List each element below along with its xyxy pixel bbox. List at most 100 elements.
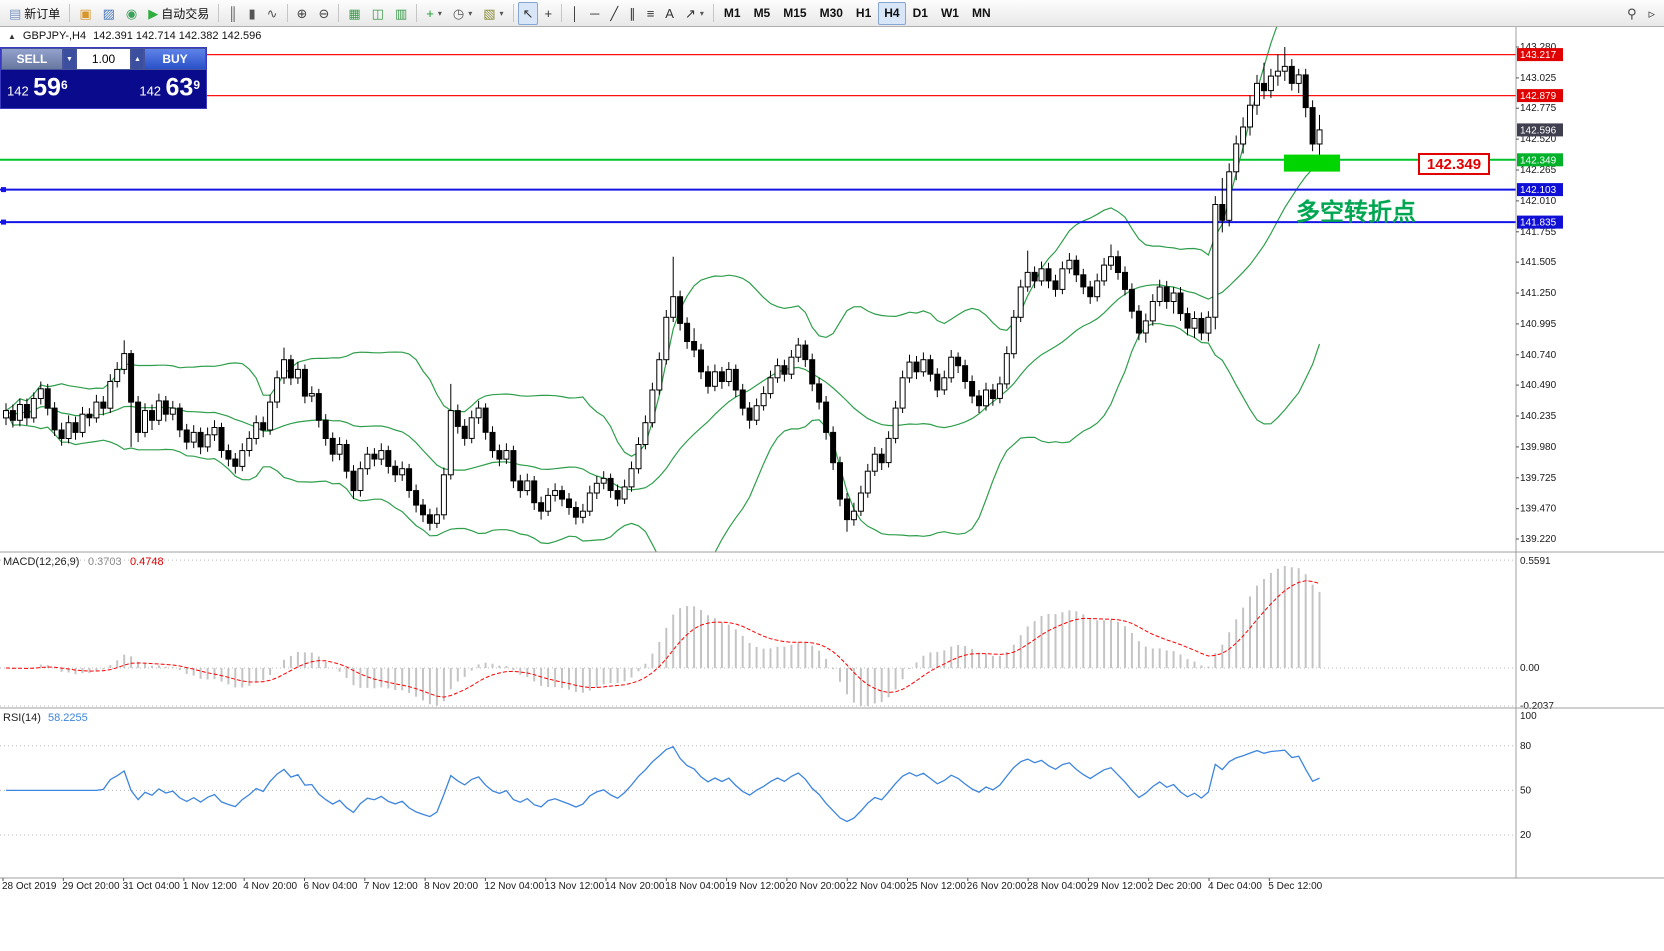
arrows-button[interactable]: ↗ ▾ <box>680 2 709 25</box>
time-label: 29 Nov 12:00 <box>1087 881 1147 892</box>
volume-decrease-button[interactable]: ▼ <box>63 48 76 70</box>
price-badge-text: 142.879 <box>1520 91 1557 102</box>
search-button[interactable]: ⚲ <box>1622 2 1642 25</box>
timeframe-m5-button[interactable]: M5 <box>748 2 777 25</box>
dropdown-caret-icon[interactable]: ▾ <box>437 8 442 18</box>
trendline-button[interactable]: ╱ <box>605 2 623 25</box>
text-button[interactable]: A <box>660 2 679 25</box>
dropdown-caret-icon[interactable]: ▾ <box>468 8 473 18</box>
tile-windows-button[interactable]: ▦ <box>343 2 365 25</box>
price-annotation-box[interactable] <box>1418 153 1490 175</box>
one-click-panel-toggle[interactable]: ▲ <box>8 31 16 41</box>
zoom-out-button[interactable]: ⊖ <box>313 2 334 25</box>
arrange-windows-icon: ▥ <box>394 5 408 21</box>
price-annotation-label: 142.349 <box>1427 156 1481 173</box>
price-tick-label: 140.995 <box>1520 319 1557 330</box>
order-panel-prices: 142 596 142 639 <box>1 70 206 108</box>
volume-input[interactable] <box>76 48 131 70</box>
charts-toolbar-button[interactable]: ▣ <box>74 2 96 25</box>
price-badge-text: 141.835 <box>1520 218 1557 229</box>
rsi-axis-label: 50 <box>1520 785 1532 796</box>
price-tick-label: 140.235 <box>1520 411 1557 422</box>
bb-lower-band <box>5 323 1321 552</box>
rsi-label: RSI(14) <box>3 712 41 724</box>
arrow-objects-icon: ↗ <box>684 5 696 21</box>
buy-price[interactable]: 142 639 <box>139 72 200 104</box>
profiles-button[interactable]: ▨ <box>98 2 120 25</box>
timeframe-m1-button[interactable]: M1 <box>718 2 747 25</box>
data-window-button[interactable]: ◉ <box>121 2 142 25</box>
toolbar-separator <box>69 4 71 22</box>
time-label: 28 Nov 04:00 <box>1027 881 1087 892</box>
timeframe-h1-button-label: H1 <box>855 6 872 20</box>
timeframe-m15-button[interactable]: M15 <box>777 2 812 25</box>
price-tick-label: 139.470 <box>1520 504 1557 515</box>
templates-icon: ▧ <box>483 5 496 21</box>
time-label: 28 Oct 2019 <box>2 881 57 892</box>
vertical-line-button[interactable]: │ <box>566 2 584 25</box>
time-label: 4 Nov 20:00 <box>243 881 297 892</box>
channel-button[interactable]: ∥ <box>624 2 641 25</box>
support-zone-rect[interactable] <box>1284 154 1340 172</box>
fibonacci-icon: ≡ <box>646 5 655 21</box>
time-label: 25 Nov 12:00 <box>907 881 967 892</box>
new-order-button[interactable]: ▤ 新订单 <box>4 2 65 25</box>
rsi-axis-label: 20 <box>1520 830 1532 841</box>
zoom-in-button[interactable]: ⊕ <box>292 2 313 25</box>
price-tick-label: 139.980 <box>1520 442 1557 453</box>
cursor-button[interactable]: ↖ <box>517 1 539 25</box>
time-label: 5 Dec 12:00 <box>1268 881 1322 892</box>
indicators-button[interactable]: + ▾ <box>421 2 447 25</box>
sell-button[interactable]: SELL <box>1 48 63 70</box>
horizontal-line-button[interactable]: ─ <box>585 2 604 25</box>
text-icon: A <box>665 5 674 21</box>
timeframe-h1-button[interactable]: H1 <box>850 2 877 25</box>
time-label: 18 Nov 04:00 <box>665 881 725 892</box>
time-axis[interactable]: 28 Oct 2019 29 Oct 20:00 31 Oct 04:00 1 Nov… <box>2 878 1323 892</box>
fibonacci-button[interactable]: ≡ <box>642 2 660 25</box>
price-axis[interactable]: 143.280 143.025 142.775 142.520 142.265 142.0… <box>1516 42 1563 545</box>
autotrading-button-label: 自动交易 <box>161 6 210 21</box>
macd-main-value: 0.3703 <box>88 556 122 568</box>
dropdown-caret-icon[interactable]: ▾ <box>499 8 504 18</box>
periods-button[interactable]: ◷ ▾ <box>448 2 477 25</box>
toolbar-separator <box>561 4 563 22</box>
templates-button[interactable]: ▧ ▾ <box>478 2 508 25</box>
price-badge-text: 143.217 <box>1520 50 1557 61</box>
price-tick-label: 141.755 <box>1520 227 1557 238</box>
rsi-grid <box>0 745 1516 836</box>
timeframe-mn-button[interactable]: MN <box>966 2 997 25</box>
line-handle[interactable] <box>1 187 6 193</box>
buy-button[interactable]: BUY <box>144 48 206 70</box>
crosshair-button[interactable]: + <box>539 2 557 25</box>
line-handle[interactable] <box>1 219 6 225</box>
timeframe-d1-button[interactable]: D1 <box>907 2 934 25</box>
toolbar-separator <box>218 4 220 22</box>
pointer-mode-button[interactable]: ▹ <box>1643 2 1660 25</box>
timeframe-w1-button[interactable]: W1 <box>935 2 965 25</box>
rsi-axis-label: 80 <box>1520 741 1532 752</box>
sell-price-pips: 59 <box>33 73 61 102</box>
timeframe-m5-button-label: M5 <box>753 6 771 20</box>
timeframe-d1-button-label: D1 <box>912 6 928 20</box>
autotrading-button[interactable]: ▶ 自动交易 <box>143 2 214 25</box>
time-label: 14 Nov 20:00 <box>605 881 665 892</box>
dropdown-caret-icon[interactable]: ▾ <box>699 8 704 18</box>
timeframe-h4-button[interactable]: H4 <box>878 1 906 25</box>
vertical-line-icon: │ <box>571 5 580 21</box>
timeframe-m1-button-label: M1 <box>723 6 741 20</box>
cascade-windows-button[interactable]: ◫ <box>367 2 389 25</box>
line-chart-button[interactable]: ∿ <box>262 2 283 25</box>
macd-grid <box>0 559 1516 707</box>
chart-canvas[interactable]: 142.349 多空转折点 MACD(12,26,9) 0.3703 0.4748 0.5… <box>0 27 1664 951</box>
arrange-windows-button[interactable]: ▥ <box>390 2 412 25</box>
timeframe-m30-button[interactable]: M30 <box>814 2 849 25</box>
price-tick-label: 143.025 <box>1520 73 1557 84</box>
price-tick-label: 139.725 <box>1520 473 1557 484</box>
time-label: 29 Oct 20:00 <box>62 881 120 892</box>
bar-chart-button[interactable]: ║ <box>223 2 242 25</box>
volume-increase-button[interactable]: ▲ <box>131 48 144 70</box>
price-tick-label: 142.520 <box>1520 134 1557 145</box>
sell-price[interactable]: 142 596 <box>7 72 68 104</box>
candlestick-chart-button[interactable]: ▮ <box>243 2 260 25</box>
